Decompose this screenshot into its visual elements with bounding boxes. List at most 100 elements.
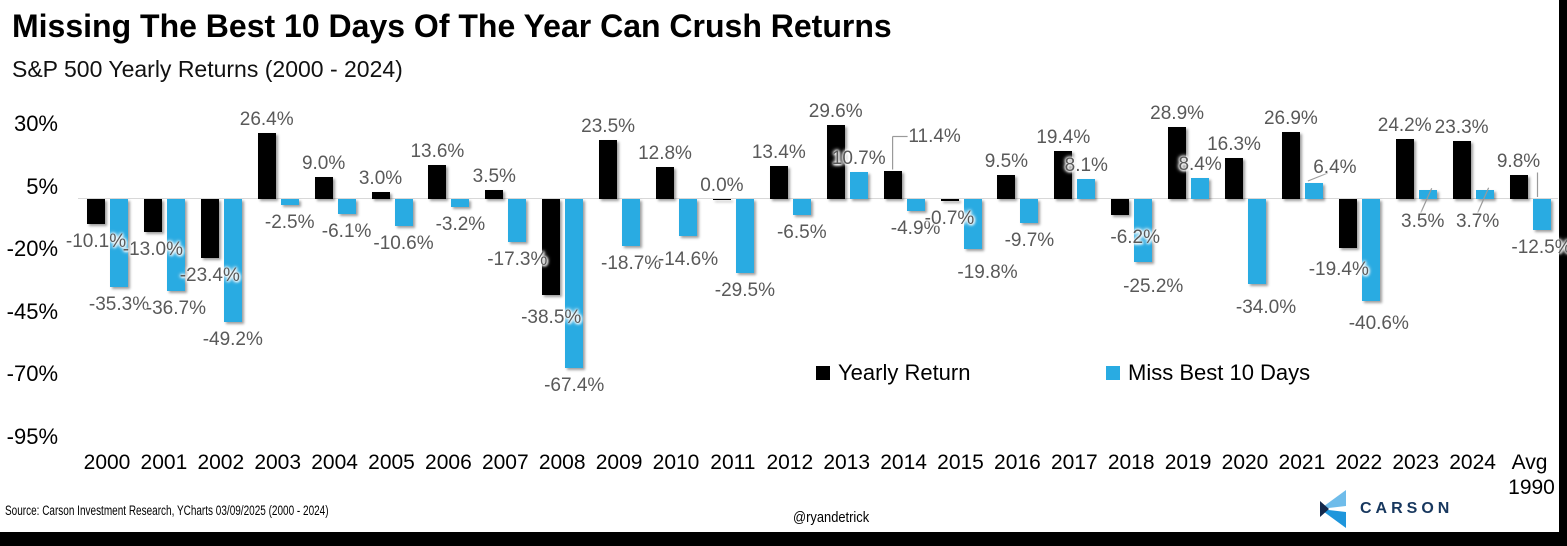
data-label-yearly-2002: -23.4%	[179, 264, 240, 286]
data-label-miss-2002: -49.2%	[202, 329, 263, 350]
legend-label-yearly-return: Yearly Return	[838, 360, 971, 385]
data-label-miss-2020: -34.0%	[1235, 297, 1297, 318]
data-label-yearly-2014: 11.4%	[908, 125, 961, 147]
data-label-miss-2017: 8.1%	[1064, 154, 1108, 176]
data-label-yearly-2018: -6.2%	[1110, 226, 1161, 248]
data-label-miss-2022: -40.6%	[1348, 312, 1409, 334]
right-border-bar	[1559, 0, 1567, 546]
x-tick-2002: 2002	[197, 451, 245, 474]
bar-yearly-2017	[1054, 150, 1073, 199]
x-tick-2014: 2014	[880, 451, 927, 474]
data-label-miss-2023: 3.5%	[1401, 211, 1445, 232]
x-tick-2020: 2020	[1221, 451, 1269, 474]
x-tick-2000: 2000	[83, 451, 131, 474]
bar-miss-2015	[963, 199, 982, 249]
data-label-yearly-2023: 24.2%	[1377, 114, 1432, 136]
x-tick-2021: 2021	[1278, 451, 1326, 474]
bar-miss-2012	[792, 199, 811, 216]
data-label-yearly-2004: 9.0%	[301, 152, 346, 174]
x-tick-2023: 2023	[1392, 451, 1440, 474]
y-tick--20pct: -20%	[6, 236, 58, 261]
bar-miss-2018	[1134, 199, 1153, 262]
bar-miss-2003	[280, 199, 299, 206]
x-tick-2019: 2019	[1164, 451, 1212, 474]
legend-swatch-yearly-return	[816, 366, 830, 380]
bar-yearly-2009	[599, 140, 618, 199]
bar-yearly-2007	[485, 190, 504, 199]
data-label-miss-2004: -6.1%	[321, 221, 372, 243]
bar-yearly-2005	[371, 191, 390, 199]
bar-yearly-2011	[712, 199, 731, 200]
bar-miss-2004	[337, 199, 356, 215]
data-label-yearly-2024: 23.3%	[1434, 116, 1489, 138]
data-label-miss-2014: -4.9%	[890, 218, 941, 240]
data-label-yearly-2009: 23.5%	[581, 116, 636, 138]
bar-miss-2017	[1077, 178, 1096, 199]
bar-miss-2008	[565, 199, 584, 368]
x-tick-2016: 2016	[994, 451, 1041, 474]
bar-yearly-2004	[314, 176, 333, 199]
bar-yearly-2003	[257, 133, 276, 199]
x-tick-2018: 2018	[1107, 451, 1155, 474]
bar-miss-2024	[1475, 189, 1494, 199]
bar-miss-2013	[849, 172, 868, 199]
data-label-yearly-2013: 29.6%	[808, 101, 863, 122]
x-tick-2004: 2004	[311, 451, 358, 474]
data-label-miss-2005: -10.6%	[373, 232, 434, 254]
bar-miss-2011	[735, 199, 754, 273]
legend-item-miss-best-10-days: Miss Best 10 Days	[1106, 360, 1310, 386]
data-label-yearly-2001: -13.0%	[122, 238, 183, 260]
data-label-yearly-2005: 3.0%	[358, 167, 403, 189]
bar-yearly-2010	[656, 167, 674, 199]
bottom-border-bar	[0, 532, 1567, 546]
bar-miss-2022	[1361, 199, 1380, 301]
data-label-yearly-2021: 26.9%	[1263, 107, 1318, 129]
bar-miss-2005	[394, 199, 413, 226]
bar-yearly-2014	[883, 170, 902, 199]
legend-item-yearly-return: Yearly Return	[816, 360, 970, 386]
data-label-miss-2007: -17.3%	[487, 249, 548, 271]
data-label-yearly-2010: 12.8%	[638, 143, 692, 164]
x-tick-2003: 2003	[254, 451, 302, 474]
x-tick-2011: 2011	[710, 451, 756, 474]
data-label-yearly-2006: 13.6%	[410, 141, 465, 162]
bar-yearly-2006	[428, 165, 447, 199]
data-label-miss-2011: -29.5%	[714, 279, 775, 301]
data-label-miss-2016: -9.7%	[1004, 230, 1055, 252]
x-tick-2010: 2010	[652, 451, 700, 474]
bar-yearly-2024	[1452, 140, 1471, 199]
legend-swatch-miss-best-10-days	[1106, 366, 1120, 380]
data-label-yearly-2000: -10.1%	[65, 231, 127, 253]
data-label-miss-2013: 10.7%	[831, 148, 886, 170]
bar-miss-2023	[1418, 190, 1437, 199]
y-tick--45pct: -45%	[6, 298, 58, 324]
data-label-miss-2021: 6.4%	[1313, 157, 1357, 178]
bar-yearly-Avg	[1509, 174, 1528, 199]
data-label-miss-2012: -6.5%	[776, 222, 827, 244]
x-tick-2015: 2015	[937, 451, 984, 474]
x-tick-2022: 2022	[1335, 451, 1383, 474]
bar-miss-2007	[508, 199, 527, 243]
bar-miss-2009	[622, 199, 641, 246]
y-tick-5pct: 5%	[26, 173, 58, 199]
x-tick-2007: 2007	[481, 451, 529, 474]
y-tick--95pct: -95%	[6, 423, 58, 449]
data-label-miss-2010: -14.6%	[657, 248, 719, 270]
bar-miss-2000	[110, 199, 128, 288]
data-label-miss-2008: -67.4%	[544, 374, 605, 396]
data-label-yearly-2022: -19.4%	[1308, 258, 1369, 280]
bar-miss-2021	[1304, 183, 1323, 199]
bar-miss-2020	[1248, 199, 1266, 284]
data-label-miss-2003: -2.5%	[264, 212, 315, 234]
bar-yearly-2008	[542, 199, 561, 296]
data-label-yearly-2019: 28.9%	[1150, 102, 1205, 124]
data-label-miss-2001: -36.7%	[145, 297, 206, 319]
data-label-miss-2000: -35.3%	[88, 294, 150, 316]
bar-yearly-2021	[1281, 131, 1300, 199]
chart-subtitle: S&P 500 Yearly Returns (2000 - 2024)	[12, 56, 403, 82]
bar-miss-2010	[679, 199, 697, 236]
x-tick-2024: 2024	[1449, 451, 1496, 474]
data-label-miss-2015: -19.8%	[957, 261, 1018, 283]
